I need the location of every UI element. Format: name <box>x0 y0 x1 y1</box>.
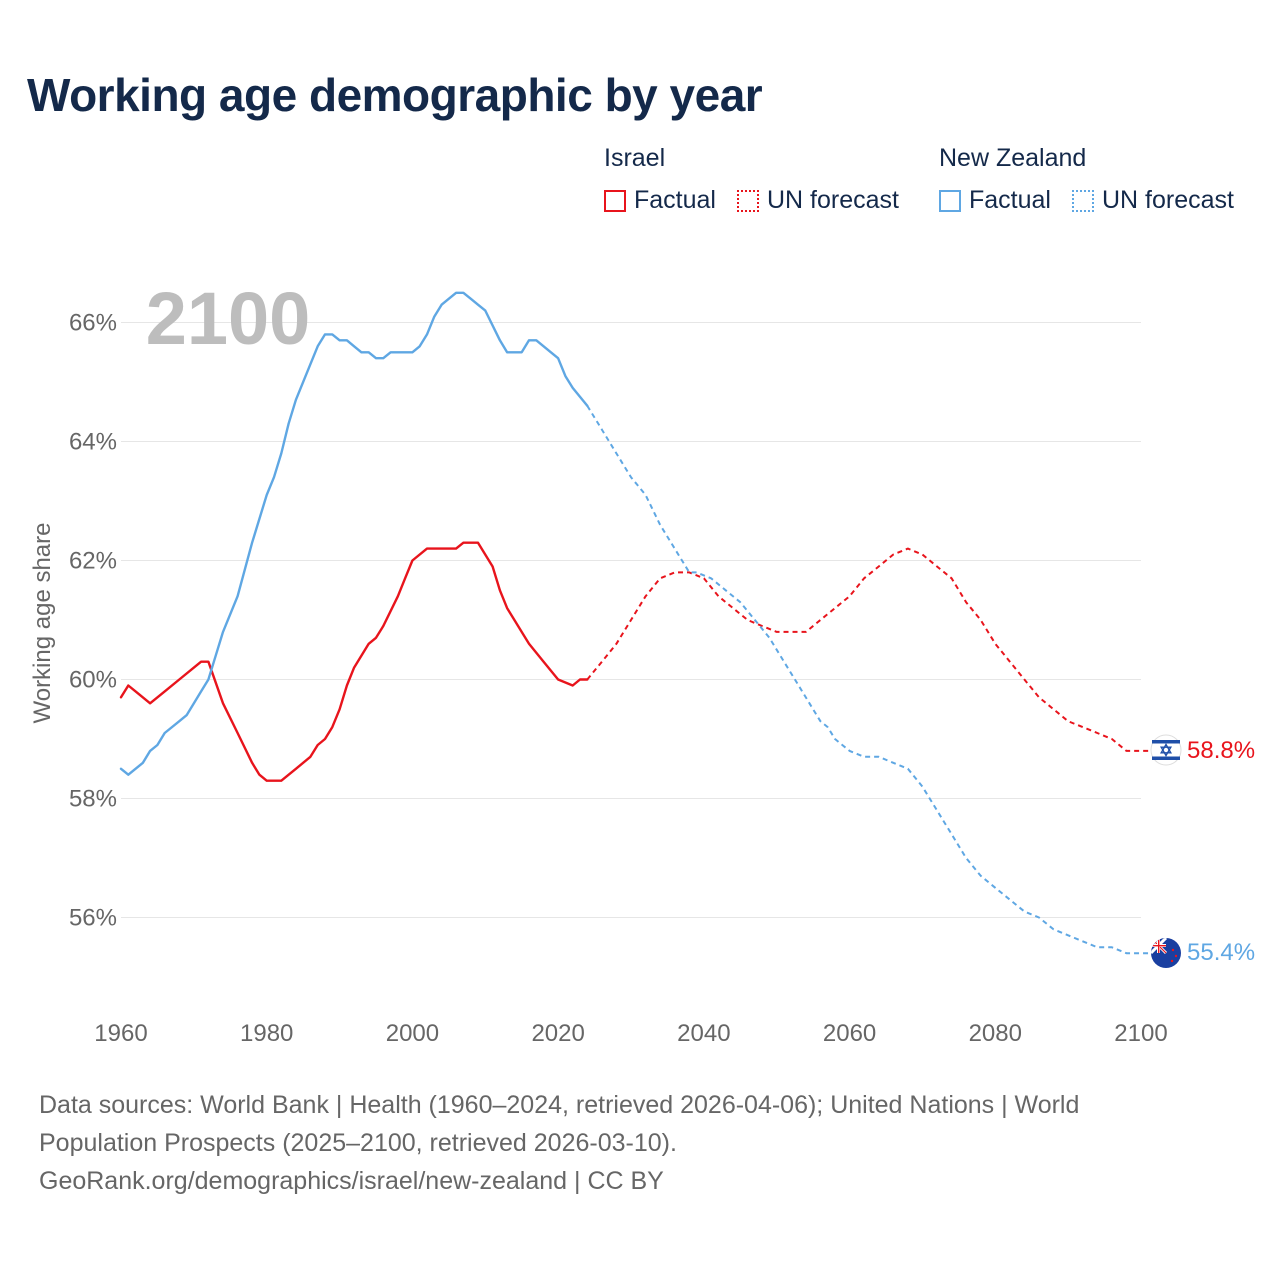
legend-swatch-solid-icon <box>939 189 961 212</box>
legend-israel-factual-label: Factual <box>634 186 716 214</box>
legend-new-zealand-title: New Zealand <box>939 144 1087 172</box>
israel-forecast-line <box>586 547 1163 752</box>
x-tick-label: 1960 <box>94 1020 147 1047</box>
footer-sources-line-2: Population Prospects (2025–2100, retriev… <box>39 1129 677 1157</box>
y-axis-ticks: 56% 58% 60% 62% 64% 66% <box>69 310 117 932</box>
legend-swatch-dotted-icon <box>1072 189 1094 212</box>
legend-israel-forecast-label: UN forecast <box>767 186 899 214</box>
legend-new-zealand-forecast[interactable]: UN forecast <box>1072 186 1234 215</box>
x-tick-label: 2020 <box>531 1020 584 1047</box>
legend-israel-factual[interactable]: Factual <box>604 186 716 215</box>
x-tick-label: 2000 <box>386 1020 439 1047</box>
legend-new-zealand: New Zealand Factual UN forecast <box>939 144 1259 224</box>
x-axis-ticks: 1960 1980 2000 2020 2040 2060 2080 2100 <box>94 1020 1167 1047</box>
y-tick-label: 64% <box>69 429 117 456</box>
y-tick-label: 66% <box>69 310 117 337</box>
israel-flag-icon <box>1150 734 1182 766</box>
footer-attribution: GeoRank.org/demographics/israel/new-zeal… <box>39 1167 664 1195</box>
page-title: Working age demographic by year <box>27 69 763 121</box>
x-tick-label: 2100 <box>1114 1020 1167 1047</box>
legend-swatch-solid-icon <box>604 189 626 212</box>
legend-swatch-dotted-icon <box>737 189 759 212</box>
x-tick-label: 2080 <box>969 1020 1022 1047</box>
x-tick-label: 2060 <box>823 1020 876 1047</box>
legend-israel: Israel Factual UN forecast <box>604 144 914 224</box>
new-zealand-factual-line <box>119 291 589 776</box>
y-tick-label: 62% <box>69 548 117 575</box>
legend-israel-forecast[interactable]: UN forecast <box>737 186 899 215</box>
y-tick-label: 60% <box>69 667 117 694</box>
new-zealand-end-value-label: 55.4% <box>1187 939 1255 966</box>
series-lines <box>119 291 1163 955</box>
footer: Data sources: World Bank | Health (1960–… <box>39 1086 1239 1200</box>
x-tick-label: 2040 <box>677 1020 730 1047</box>
legend-israel-title: Israel <box>604 144 666 172</box>
y-axis-label: Working age share <box>29 523 56 724</box>
israel-end-value-label: 58.8% <box>1187 737 1255 764</box>
line-chart: 2100 56% 58% 60% 62% 64% 66% 1960 1980 2000 2020… <box>29 277 1255 1047</box>
y-tick-label: 56% <box>69 905 117 932</box>
new-zealand-flag-icon <box>1151 938 1181 968</box>
y-tick-label: 58% <box>69 786 117 813</box>
x-tick-label: 1980 <box>240 1020 293 1047</box>
footer-sources-line-1: Data sources: World Bank | Health (1960–… <box>39 1091 1080 1119</box>
year-watermark: 2100 <box>146 277 311 360</box>
legend-new-zealand-factual[interactable]: Factual <box>939 186 1051 215</box>
legend-new-zealand-factual-label: Factual <box>969 186 1051 214</box>
gridlines <box>121 322 1141 918</box>
new-zealand-forecast-line <box>586 405 1163 955</box>
legend-new-zealand-forecast-label: UN forecast <box>1102 186 1234 214</box>
israel-factual-line <box>119 541 589 782</box>
